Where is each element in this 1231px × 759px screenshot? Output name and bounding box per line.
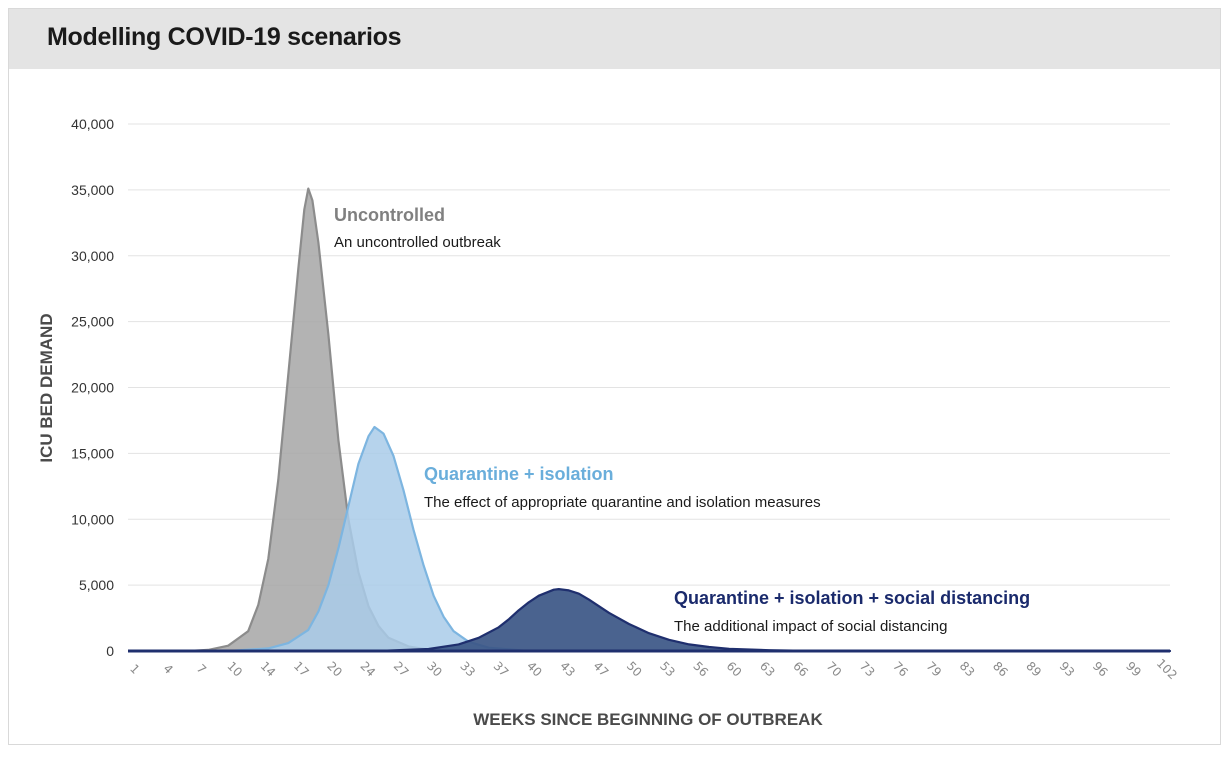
x-tick-label: 24 — [357, 659, 378, 680]
title-bar: Modelling COVID-19 scenarios — [9, 9, 1220, 69]
x-tick-label: 33 — [457, 659, 478, 680]
x-tick-label: 56 — [690, 659, 711, 680]
y-tick-label: 0 — [106, 643, 114, 659]
x-tick-label: 43 — [557, 659, 578, 680]
x-tick-label: 83 — [957, 659, 978, 680]
y-tick-label: 40,000 — [71, 116, 114, 132]
y-tick-label: 20,000 — [71, 380, 114, 396]
series-desc-uncontrolled: An uncontrolled outbreak — [334, 234, 501, 251]
x-tick-label: 86 — [990, 659, 1011, 680]
chart-title: Modelling COVID-19 scenarios — [47, 23, 402, 51]
x-tick-label: 17 — [291, 659, 312, 680]
x-tick-label: 20 — [324, 659, 345, 680]
x-tick-label: 89 — [1023, 659, 1044, 680]
x-tick-label: 47 — [591, 659, 612, 680]
x-tick-label: 40 — [524, 659, 545, 680]
x-tick-label: 66 — [790, 659, 811, 680]
x-tick-label: 14 — [258, 659, 279, 680]
x-tick-label: 50 — [624, 659, 645, 680]
x-tick-label: 63 — [757, 659, 778, 680]
y-tick-label: 10,000 — [71, 511, 114, 527]
x-tick-label: 99 — [1123, 659, 1144, 680]
x-tick-label: 10 — [224, 659, 245, 680]
series-desc-quarantine: The effect of appropriate quarantine and… — [424, 494, 821, 511]
x-tick-label: 27 — [391, 659, 412, 680]
area-quarantine-isolation — [227, 425, 530, 653]
series-label-quarantine: Quarantine + isolation — [424, 464, 614, 484]
y-tick-label: 5,000 — [79, 577, 114, 593]
series-label-social-distancing: Quarantine + isolation + social distanci… — [674, 588, 1030, 608]
x-axis-label: WEEKS SINCE BEGINNING OF OUTBREAK — [473, 710, 823, 729]
series-desc-social-distancing: The additional impact of social distanci… — [674, 618, 948, 635]
x-tick-label: 76 — [890, 659, 911, 680]
x-tick-label: 102 — [1154, 656, 1180, 682]
y-tick-label: 30,000 — [71, 248, 114, 264]
y-tick-label: 15,000 — [71, 445, 114, 461]
x-tick-label: 7 — [194, 662, 209, 677]
x-tick-label: 4 — [160, 662, 175, 677]
y-axis-label: ICU BED DEMAND — [37, 313, 56, 462]
x-tick-label: 93 — [1057, 659, 1078, 680]
x-tick-label: 30 — [424, 659, 445, 680]
x-tick-label: 37 — [491, 659, 512, 680]
x-tick-label: 70 — [824, 659, 845, 680]
x-tick-label: 73 — [857, 659, 878, 680]
y-tick-label: 35,000 — [71, 182, 114, 198]
x-tick-label: 79 — [923, 659, 944, 680]
series-label-uncontrolled: Uncontrolled — [334, 205, 445, 225]
x-tick-label: 96 — [1090, 659, 1111, 680]
x-tick-label: 53 — [657, 659, 678, 680]
y-tick-label: 25,000 — [71, 314, 114, 330]
x-tick-label: 1 — [127, 662, 142, 677]
x-tick-label: 60 — [724, 659, 745, 680]
